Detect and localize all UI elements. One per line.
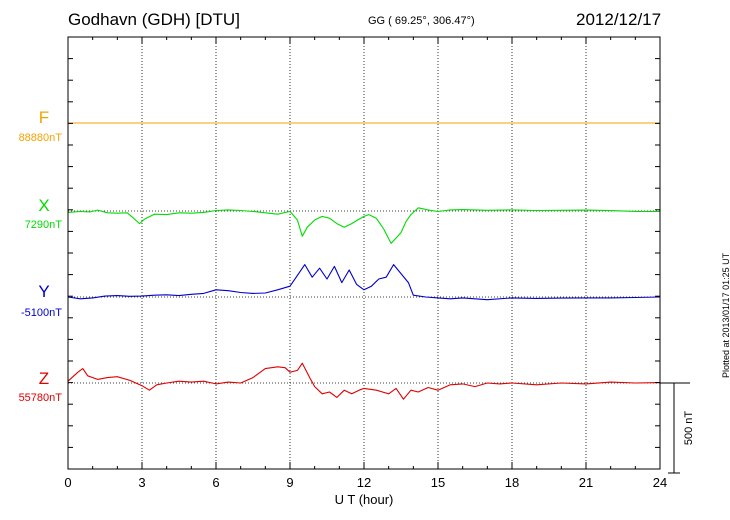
x-tick-label: 21 [579, 475, 593, 490]
series-baseline-value-x: 7290nT [25, 219, 63, 231]
series-baseline-value-y: -5100nT [21, 307, 62, 319]
series-name-z: Z [39, 369, 49, 388]
series-name-y: Y [38, 282, 49, 301]
series-line-y [67, 264, 661, 301]
series-line-x [67, 207, 661, 244]
axis-layer: 0 3 6 9 12 15 18 21 24 U T (hour) F 88880nT X 7290nT Y… [19, 36, 667, 507]
series-baseline-value-f: 88880nT [19, 132, 63, 144]
series-line-z [67, 362, 661, 400]
series-layer [67, 122, 661, 400]
x-tick-label: 0 [64, 475, 71, 490]
x-tick-label: 9 [286, 475, 293, 490]
grid-layer [68, 37, 660, 469]
x-tick-label: 3 [138, 475, 145, 490]
x-tick-label: 12 [357, 475, 371, 490]
scale-bar: 500 nT [660, 382, 695, 474]
series-name-f: F [39, 108, 49, 127]
series-name-x: X [38, 196, 49, 215]
plot-date: 2012/12/17 [576, 10, 662, 29]
station-title: Godhavn (GDH) [DTU] [68, 10, 240, 29]
x-tick-label: 6 [212, 475, 219, 490]
station-coordinates: GG ( 69.25°, 306.47°) [368, 15, 475, 27]
x-tick-label: 18 [505, 475, 519, 490]
x-tick-label: 24 [653, 475, 667, 490]
series-baseline-value-z: 55780nT [19, 392, 63, 404]
scale-bar-label: 500 nT [683, 411, 695, 446]
x-tick-label: 15 [431, 475, 445, 490]
x-axis-label: U T (hour) [335, 492, 394, 507]
